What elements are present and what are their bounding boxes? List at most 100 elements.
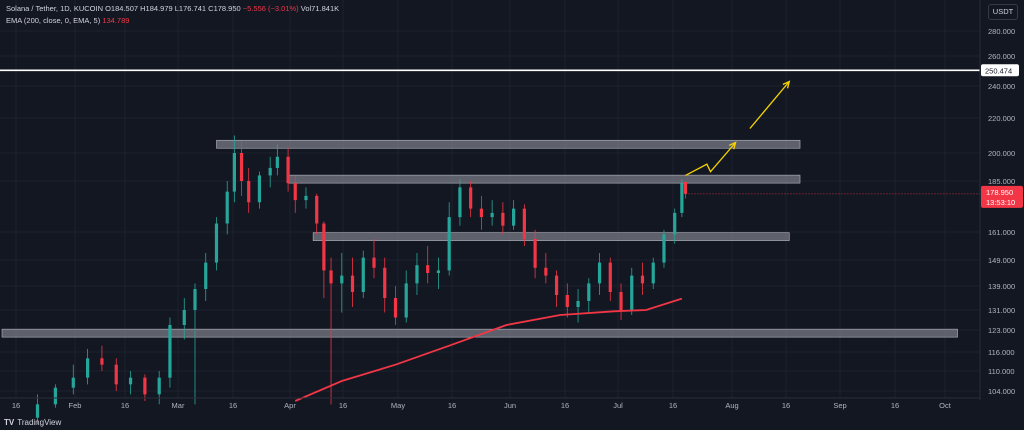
- candle-body: [286, 156, 290, 184]
- x-tick-label: 16: [12, 401, 20, 410]
- x-tick-label: 16: [891, 401, 899, 410]
- candle-body: [322, 223, 326, 271]
- candle-body: [315, 195, 319, 224]
- zone-rect: [287, 174, 801, 184]
- arrow-head: [728, 141, 737, 150]
- open-value: O184.507: [105, 4, 139, 13]
- candle-body: [193, 289, 197, 310]
- y-tick-label: 139.000: [988, 282, 1015, 291]
- level-tag: [981, 64, 1019, 77]
- y-tick-label: 149.000: [988, 256, 1015, 265]
- price-axis: 280.000 260.000 240.000 220.000 200.000 185.0…: [979, 0, 1015, 400]
- candle-body: [544, 267, 548, 276]
- countdown-label: 13:53:10: [986, 198, 1015, 207]
- y-tick-label: 280.000: [988, 27, 1015, 36]
- candle-body: [533, 239, 537, 268]
- candle-body: [469, 187, 473, 209]
- time-axis: 16 Feb 16 Mar 16 Apr 16 May 16 Jun 16 Jul 16 Aug 16 Sep…: [0, 397, 980, 410]
- arrow-segment: [685, 142, 737, 176]
- tradingview-brand: TradingView: [17, 418, 62, 427]
- level-tag-label: 250.474: [985, 66, 1012, 75]
- candle-body: [268, 167, 272, 176]
- y-tick-label: 185.000: [988, 177, 1015, 186]
- x-tick-label: Aug: [725, 401, 738, 410]
- y-tick-label: 123.000: [988, 326, 1015, 335]
- volume-value: Vol71.841K: [300, 4, 340, 13]
- x-tick-label: 16: [448, 401, 456, 410]
- x-tick-label: Mar: [172, 401, 185, 410]
- candle-body: [680, 183, 684, 213]
- y-tick-label: 131.000: [988, 306, 1015, 315]
- candle-body: [501, 212, 505, 226]
- candle-body: [619, 292, 623, 310]
- symbol-title[interactable]: Solana / Tether, 1D, KUCOIN: [6, 4, 103, 13]
- zone-rect: [312, 232, 790, 241]
- candle-body: [565, 295, 569, 307]
- candle-body: [71, 377, 75, 388]
- grid-lines: [0, 0, 980, 398]
- candle-body: [168, 325, 172, 378]
- candle-body: [393, 298, 398, 318]
- y-tick-label: 161.000: [988, 228, 1015, 237]
- candle-body: [214, 223, 219, 263]
- last-price-label: 178.950: [986, 188, 1013, 197]
- candle-body: [232, 153, 236, 192]
- arrow-segment: [749, 81, 790, 129]
- legend-row-ohlc: Solana / Tether, 1D, KUCOIN O184.507 H18…: [6, 3, 339, 15]
- candle-body: [225, 191, 229, 224]
- x-tick-label: Feb: [69, 401, 82, 410]
- ema-indicator-label[interactable]: EMA (200, close, 0, EMA, 5): [6, 16, 101, 25]
- close-value: C178.950: [208, 4, 241, 13]
- candle-body: [257, 175, 262, 203]
- candle-body: [479, 208, 483, 218]
- zone-rect: [216, 139, 801, 149]
- candle-body: [404, 283, 408, 318]
- y-tick-label: 110.000: [988, 367, 1015, 376]
- candle-body: [247, 181, 251, 203]
- candle-body: [143, 377, 147, 395]
- x-tick-label: Apr: [284, 401, 296, 410]
- candle-body: [608, 262, 612, 292]
- candle-body: [426, 265, 430, 273]
- y-tick-label: 104.000: [988, 387, 1015, 396]
- candle-body: [662, 234, 666, 263]
- candle-body: [372, 257, 376, 268]
- candle-body: [329, 270, 333, 284]
- chart-legend: Solana / Tether, 1D, KUCOIN O184.507 H18…: [6, 3, 339, 27]
- x-tick-label: 16: [121, 401, 129, 410]
- x-tick-label: 16: [561, 401, 569, 410]
- x-tick-label: Jun: [504, 401, 516, 410]
- candle-body: [304, 195, 308, 201]
- x-tick-label: 16: [339, 401, 347, 410]
- low-value: L176.741: [174, 4, 207, 13]
- candle-body: [340, 275, 344, 284]
- candle-body: [239, 153, 244, 181]
- candle-body: [383, 267, 387, 298]
- tradingview-footer[interactable]: TV TradingView: [4, 418, 61, 427]
- zone-rect: [1, 328, 958, 338]
- y-tick-label: 220.000: [988, 114, 1015, 123]
- candle-body: [157, 377, 161, 395]
- candle-body: [53, 387, 57, 405]
- projection-arrow: [685, 80, 791, 176]
- candle-body: [630, 275, 634, 310]
- high-value: H184.979: [140, 4, 173, 13]
- candle-body: [512, 208, 516, 226]
- candle-body: [361, 257, 365, 292]
- currency-button[interactable]: USDT: [988, 4, 1018, 20]
- legend-row-ema: EMA (200, close, 0, EMA, 5) 134.789: [6, 15, 339, 27]
- candle-body: [554, 275, 559, 295]
- candle-body: [673, 212, 677, 235]
- ema-curve: [294, 297, 683, 402]
- candle-body: [350, 275, 355, 292]
- candle-body: [35, 404, 40, 418]
- candle-body: [447, 217, 451, 271]
- y-tick-label: 260.000: [988, 52, 1015, 61]
- candle-body: [415, 265, 419, 284]
- candle-body: [182, 310, 186, 325]
- candle-body: [597, 262, 602, 284]
- candle-body: [436, 270, 441, 273]
- candle-body: [458, 187, 462, 218]
- candles: [35, 135, 688, 425]
